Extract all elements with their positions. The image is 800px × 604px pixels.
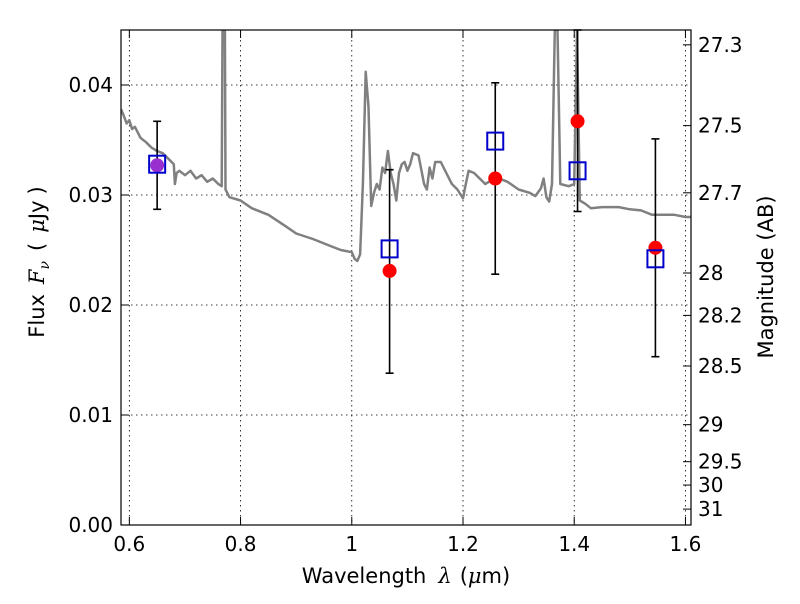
synthetic-points-layer bbox=[148, 131, 665, 269]
observed-flux-point bbox=[488, 171, 503, 186]
magnitude-tick-label: 31 bbox=[698, 497, 723, 521]
magnitude-tick-label: 28.5 bbox=[698, 354, 743, 378]
model-spectrum-line bbox=[121, 30, 691, 263]
observed-flux-point bbox=[648, 240, 663, 255]
magnitude-tick-label: 28 bbox=[698, 261, 723, 285]
magnitude-tick-label: 27.5 bbox=[698, 114, 743, 138]
x-tick-label: 1.4 bbox=[558, 532, 590, 556]
y-tick-label: 0.02 bbox=[68, 293, 113, 317]
x-tick-label: 1.6 bbox=[670, 532, 702, 556]
grid-lines bbox=[121, 30, 691, 525]
magnitude-tick-label: 28.2 bbox=[698, 303, 743, 327]
synthetic-flux-marker bbox=[380, 239, 399, 259]
synthetic-flux-marker bbox=[568, 161, 587, 181]
x-tick-label: 0.8 bbox=[225, 532, 257, 556]
observed-points-layer bbox=[150, 114, 663, 278]
magnitude-tick-label: 27.3 bbox=[698, 33, 743, 57]
x-axis-ticks: 0.6 0.8 1 1.2 1.4 1.6 bbox=[113, 30, 701, 556]
synthetic-flux-marker bbox=[148, 154, 167, 174]
x-axis-label: Wavelength λ (μm) bbox=[302, 564, 510, 588]
y-tick-label: 0.03 bbox=[68, 183, 113, 207]
y-tick-label: 0.04 bbox=[68, 73, 113, 97]
observed-flux-point bbox=[382, 263, 397, 278]
magnitude-tick-label: 27.7 bbox=[698, 181, 743, 205]
y-axis-ticks: 0.00 0.01 0.02 0.03 0.04 bbox=[68, 73, 129, 537]
observed-flux-point bbox=[150, 158, 165, 173]
observed-flux-point bbox=[570, 114, 585, 129]
y-tick-label: 0.00 bbox=[68, 513, 113, 537]
magnitude-tick-label: 29 bbox=[698, 413, 723, 437]
y-axis-label: FluxFν(μJy) bbox=[25, 186, 53, 337]
synthetic-flux-marker bbox=[646, 249, 665, 269]
x-tick-label: 1 bbox=[345, 532, 358, 556]
magnitude-axis-label: Magnitude (AB) bbox=[754, 195, 778, 358]
model-spectrum-layer bbox=[121, 30, 691, 263]
magnitude-tick-label: 29.5 bbox=[698, 450, 743, 474]
plot-frame bbox=[120, 29, 692, 526]
x-tick-label: 1.2 bbox=[447, 532, 479, 556]
synthetic-flux-marker bbox=[486, 131, 505, 151]
magnitude-tick-label: 30 bbox=[698, 473, 723, 497]
y-tick-label: 0.01 bbox=[68, 403, 113, 427]
x-tick-label: 0.6 bbox=[113, 532, 145, 556]
